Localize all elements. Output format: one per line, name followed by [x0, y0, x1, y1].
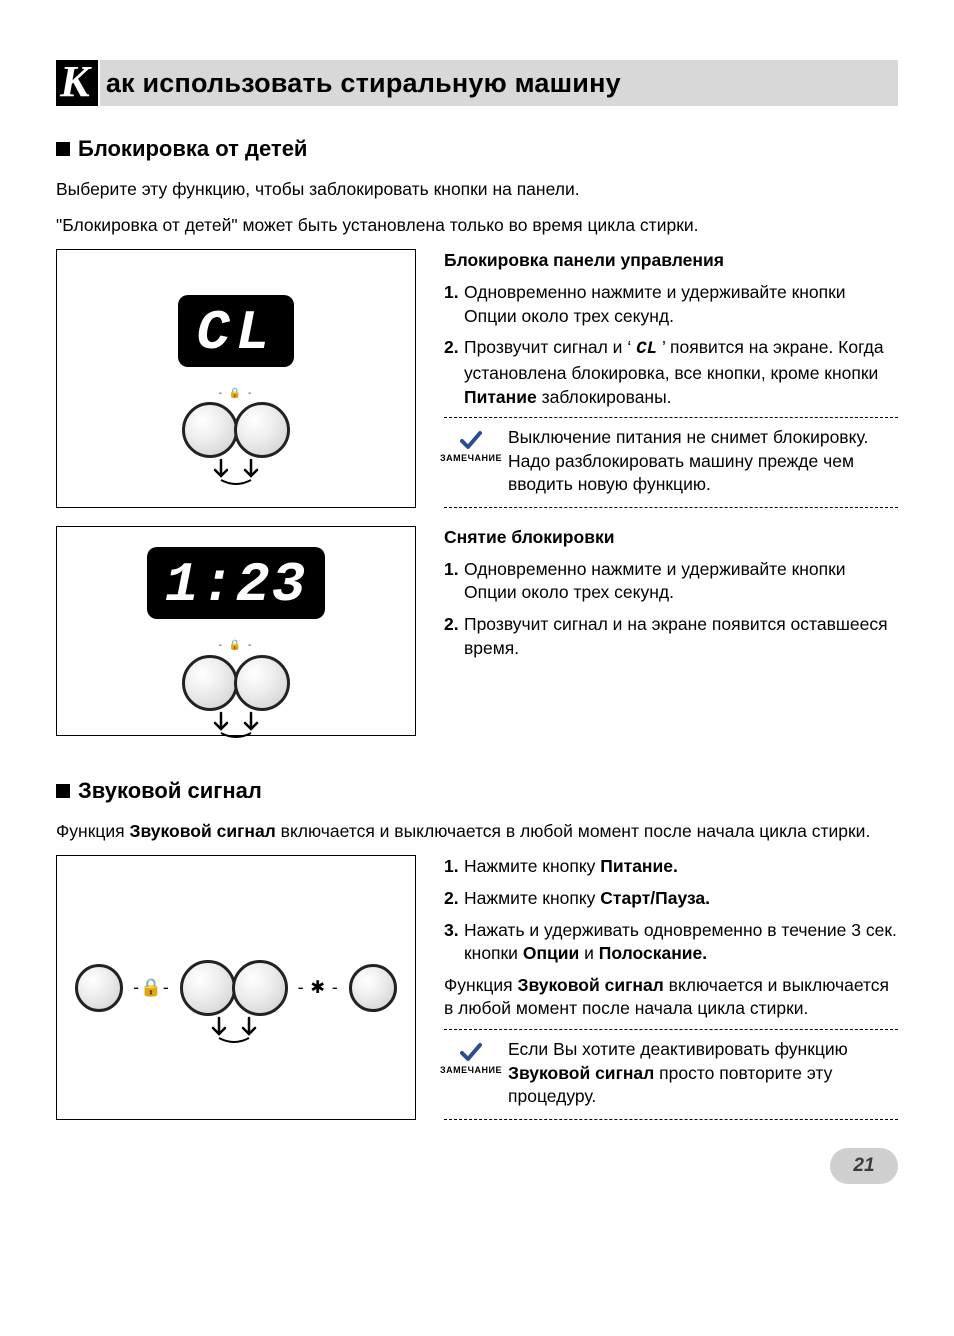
- page-title: ак использовать стиральную машину: [100, 60, 898, 106]
- press-arrows-icon-2: [207, 711, 265, 739]
- knob-2: [234, 402, 290, 458]
- checkmark-icon: [457, 428, 485, 452]
- lock-step-2: 2. Прозвучит сигнал и ‘ CL ’ появится на…: [444, 336, 898, 409]
- note-childlock: ЗАМЕЧАНИЕ Выключение питания не снимет б…: [444, 417, 898, 508]
- dropcap: К: [56, 60, 98, 106]
- panel-lock-heading: Блокировка панели управления: [444, 249, 898, 273]
- press-arrows-icon: [207, 458, 265, 486]
- knob-illustration-2: - 🔒 -: [182, 639, 290, 711]
- knob-a: [75, 964, 123, 1012]
- childlock-instructions: Блокировка панели управления 1. Одноврем…: [444, 249, 898, 508]
- knob-d: [349, 964, 397, 1012]
- figure-unlock-display: 1:23 - 🔒 -: [56, 526, 416, 736]
- press-arrows-icon-3: [205, 1016, 263, 1044]
- note-label: ЗАМЕЧАНИЕ: [440, 452, 502, 464]
- lock-step-1: 1. Одновременно нажмите и удерживайте кн…: [444, 281, 898, 328]
- beep-intro: Функция Звуковой сигнал включается и вык…: [56, 820, 898, 844]
- knob-4: [234, 655, 290, 711]
- knob-illustration: - 🔒 -: [182, 387, 290, 459]
- childlock-row-1: CL - 🔒 - Блокировка панели управления 1.…: [56, 249, 898, 508]
- unlock-step-1-text: Одновременно нажмите и удерживайте кнопк…: [464, 558, 898, 605]
- lock-step-2-text: Прозвучит сигнал и ‘ CL ’ появится на эк…: [464, 336, 898, 409]
- beep-row: -🔒- - ✱ - 1. Нажмите кнопку Питание. 2. …: [56, 855, 898, 1120]
- checkmark-icon-2: [457, 1040, 485, 1064]
- figure-beep-knobs: -🔒- - ✱ -: [56, 855, 416, 1120]
- lock-icon-2: - 🔒 -: [219, 639, 254, 653]
- knob-b: [180, 960, 236, 1016]
- dash-icon-1: -🔒-: [133, 976, 169, 1000]
- section-heading-childlock: Блокировка от детей: [56, 134, 898, 164]
- section-heading-beep: Звуковой сигнал: [56, 776, 898, 806]
- beep-step-3: 3. Нажать и удерживать одновременно в те…: [444, 919, 898, 966]
- beep-step-1: 1. Нажмите кнопку Питание.: [444, 855, 898, 879]
- knob-col-a: [75, 964, 123, 1012]
- lock-step-1-text: Одновременно нажмите и удерживайте кнопк…: [464, 281, 898, 328]
- note-text: Выключение питания не снимет блокировку.…: [508, 426, 898, 497]
- note-beep-text: Если Вы хотите деактивировать функцию Зв…: [508, 1038, 898, 1109]
- knob-c: [232, 960, 288, 1016]
- lcd-text-cl: CL: [196, 305, 275, 361]
- note-label-2: ЗАМЕЧАНИЕ: [440, 1064, 502, 1076]
- knob-1: [182, 402, 238, 458]
- page-title-bar: К ак использовать стиральную машину: [56, 60, 898, 106]
- unlock-step-2-text: Прозвучит сигнал и на экране появится ос…: [464, 613, 898, 660]
- beep-instructions: 1. Нажмите кнопку Питание. 2. Нажмите кн…: [444, 855, 898, 1120]
- note-beep: ЗАМЕЧАНИЕ Если Вы хотите деактивировать …: [444, 1029, 898, 1120]
- dash-icon-2: - ✱ -: [298, 976, 339, 1000]
- unlock-step-2: 2. Прозвучит сигнал и на экране появится…: [444, 613, 898, 660]
- childlock-row-2: 1:23 - 🔒 - Снятие блокировки 1. Одноврем…: [56, 526, 898, 736]
- childlock-intro-2: "Блокировка от детей" может быть установ…: [56, 214, 898, 238]
- childlock-intro-1: Выберите эту функцию, чтобы заблокироват…: [56, 178, 898, 202]
- knob-col-d: [349, 964, 397, 1012]
- lcd-text-time: 1:23: [165, 557, 307, 613]
- lock-icon: - 🔒 -: [219, 387, 254, 401]
- unlock-heading: Снятие блокировки: [444, 526, 898, 550]
- knob-3: [182, 655, 238, 711]
- beep-para-2: Функция Звуковой сигнал включается и вык…: [444, 974, 898, 1021]
- beep-step-2: 2. Нажмите кнопку Старт/Пауза.: [444, 887, 898, 911]
- unlock-step-1: 1. Одновременно нажмите и удерживайте кн…: [444, 558, 898, 605]
- unlock-instructions: Снятие блокировки 1. Одновременно нажмит…: [444, 526, 898, 736]
- lcd-display: CL: [178, 295, 293, 367]
- figure-lock-display: CL - 🔒 -: [56, 249, 416, 508]
- page-number: 21: [830, 1148, 898, 1184]
- lcd-display-time: 1:23: [147, 547, 325, 619]
